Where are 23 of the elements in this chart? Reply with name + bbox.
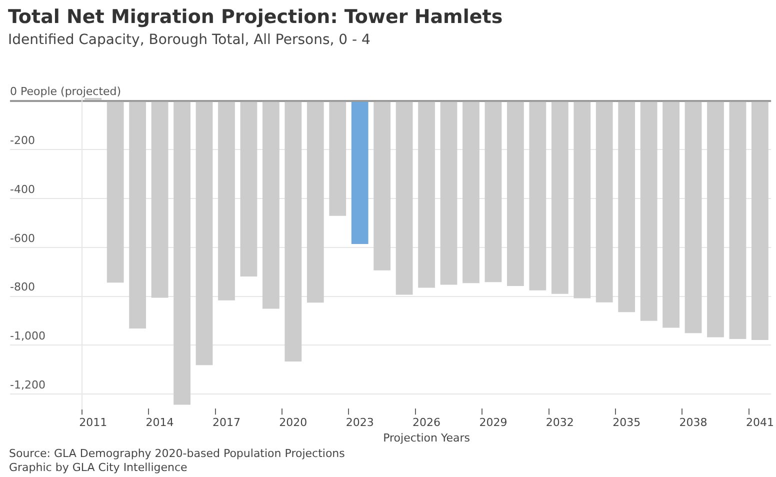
y-tick-label: -1,000: [10, 329, 46, 342]
x-tick-label: 2032: [546, 416, 574, 430]
x-tick-label: 2026: [412, 416, 441, 430]
y-tick-label: -1,200: [10, 378, 46, 392]
x-tick-label: 2011: [79, 416, 108, 430]
x-tick-label: 2023: [346, 416, 374, 430]
x-tick-label: 2017: [212, 416, 240, 430]
y-tick-label: 0 People (projected): [10, 85, 122, 98]
x-tick-label: 2035: [612, 416, 641, 430]
chart-subtitle: Identified Capacity, Borough Total, All Persons, 0 - 4: [8, 32, 370, 48]
x-tick-label: 2041: [746, 416, 774, 430]
text: Graphic by GLA City Intelligence: [9, 461, 188, 475]
y-tick-label: -800: [10, 280, 35, 294]
x-axis-title: Projection Years: [383, 431, 470, 444]
x-tick-label: 2029: [479, 416, 508, 430]
x-tick-label: 2014: [146, 416, 174, 430]
x-tick-label: 2020: [279, 416, 308, 430]
chart-title: Total Net Migration Projection: Tower Hamlets: [8, 6, 503, 28]
y-tick-label: -600: [10, 232, 35, 245]
y-tick-label: -400: [10, 182, 35, 196]
y-tick-label: -200: [10, 134, 35, 148]
source-note: Source: GLA Demography 2020-based Population Projections: [9, 447, 345, 461]
x-tick-label: 2038: [679, 416, 708, 430]
